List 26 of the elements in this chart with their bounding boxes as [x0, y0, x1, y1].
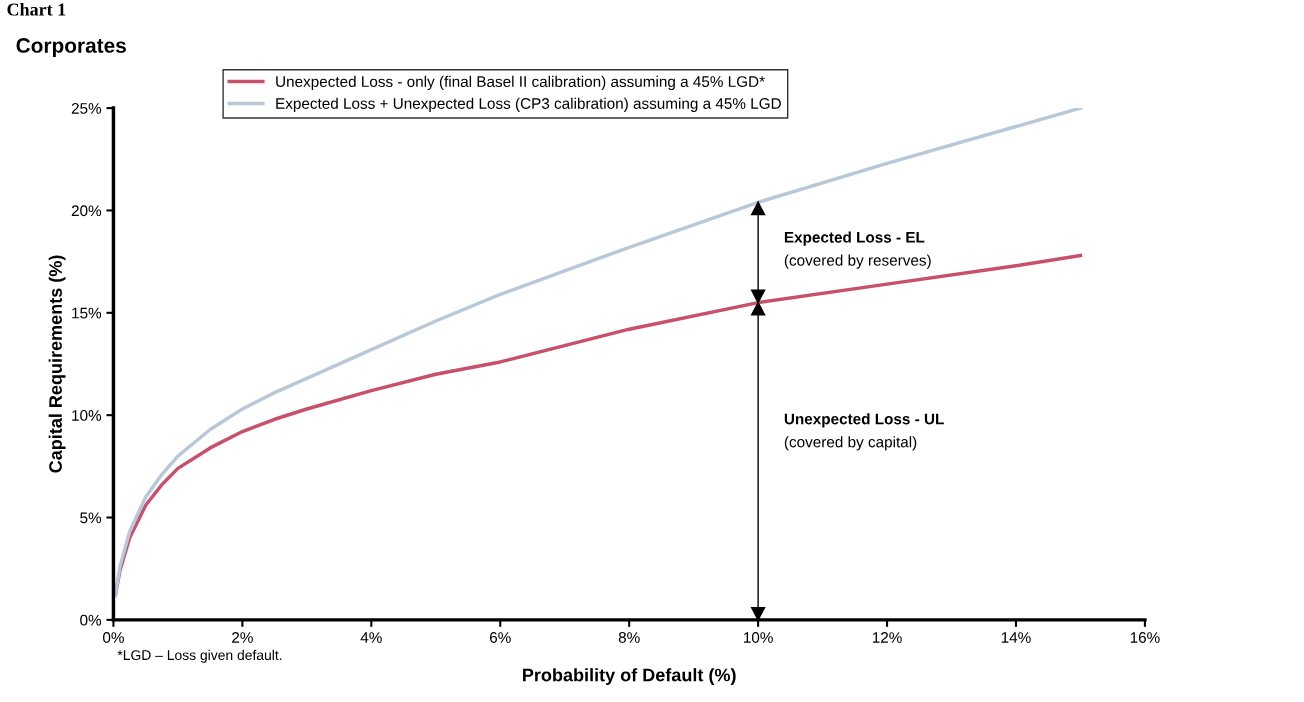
legend-label: Unexpected Loss - only (final Basel II calibration) assuming a 45% LGD*	[276, 75, 765, 91]
y-tick-label: 25%	[71, 102, 102, 114]
chart-title: Corporates	[16, 38, 126, 57]
y-tick-label: 5%	[80, 512, 102, 524]
annotation: Unexpected Loss - UL	[784, 413, 944, 428]
chart-subtitle: Chart 1	[7, 2, 66, 16]
x-tick-label: 0%	[103, 632, 124, 643]
x-tick-label: 12%	[872, 632, 902, 643]
x-tick-label: 10%	[743, 632, 773, 643]
annotation: Expected Loss - EL	[784, 231, 925, 246]
x-axis-title: Probability of Default (%)	[523, 668, 736, 685]
y-axis-title: Capital Requirements (%)	[48, 255, 66, 473]
legend-label: Expected Loss + Unexpected Loss (CP3 calibration) assuming a 45% LGD	[276, 97, 781, 112]
x-tick-label: 8%	[618, 632, 640, 643]
text: *LGD – Loss given default.	[117, 649, 282, 663]
x-tick-label: 4%	[360, 632, 382, 643]
y-tick-label: 20%	[71, 205, 102, 217]
x-tick-label: 14%	[1001, 632, 1031, 643]
annotation: (covered by capital)	[784, 436, 917, 451]
y-tick-label: 10%	[72, 410, 102, 421]
annotation: (covered by reserves)	[784, 254, 931, 269]
y-tick-label: 15%	[72, 307, 102, 319]
x-tick-label: 6%	[489, 632, 511, 643]
x-tick-label: 2%	[232, 632, 253, 643]
y-tick-label: 0%	[80, 614, 102, 626]
x-tick-label: 16%	[1130, 632, 1160, 643]
